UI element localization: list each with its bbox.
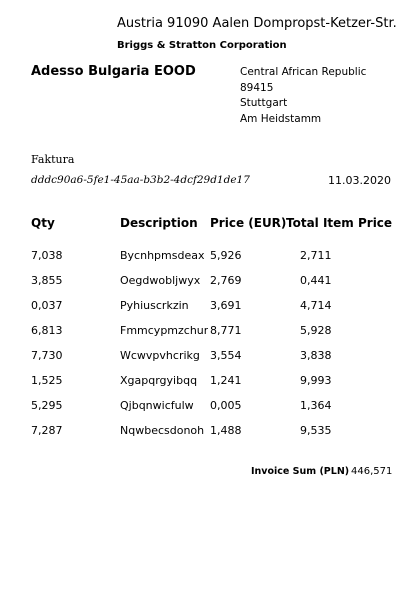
row-description: Oegdwobljwyx xyxy=(120,274,201,287)
row-price: 2,769 xyxy=(210,274,242,287)
row-qty: 7,730 xyxy=(31,349,63,362)
row-total: 2,711 xyxy=(300,249,332,262)
row-description: Wcwvpvhcrikg xyxy=(120,349,200,362)
row-qty: 6,813 xyxy=(31,324,63,337)
row-price: 3,691 xyxy=(210,299,242,312)
table-row: 5,295 Qjbqnwicfulw 0,005 1,364 xyxy=(0,399,420,419)
header-price: Price (EUR) xyxy=(210,216,287,230)
table-row: 1,525 Xgapqrgyibqq 1,241 9,993 xyxy=(0,374,420,394)
recipient-country: Central African Republic xyxy=(240,66,367,78)
row-total: 1,364 xyxy=(300,399,332,412)
recipient-postal-code: 89415 xyxy=(240,81,274,94)
sender-company: Briggs & Stratton Corporation xyxy=(117,40,287,51)
row-qty: 0,037 xyxy=(31,299,63,312)
header-qty: Qty xyxy=(31,216,55,230)
row-description: Pyhiuscrkzin xyxy=(120,299,189,312)
row-price: 5,926 xyxy=(210,249,242,262)
row-description: Bycnhpmsdeax xyxy=(120,249,205,262)
row-qty: 7,287 xyxy=(31,424,63,437)
table-row: 3,855 Oegdwobljwyx 2,769 0,441 xyxy=(0,274,420,294)
table-row: 7,287 Nqwbecsdonoh 1,488 9,535 xyxy=(0,424,420,444)
row-total: 4,714 xyxy=(300,299,332,312)
row-total: 3,838 xyxy=(300,349,332,362)
recipient-city: Stuttgart xyxy=(240,97,288,109)
row-description: Qjbqnwicfulw xyxy=(120,399,194,412)
table-row: 7,730 Wcwvpvhcrikg 3,554 3,838 xyxy=(0,349,420,369)
header-total: Total Item Price xyxy=(286,216,393,230)
recipient-name: Adesso Bulgaria EOOD xyxy=(31,64,196,79)
row-price: 3,554 xyxy=(210,349,242,362)
row-qty: 3,855 xyxy=(31,274,63,287)
row-description: Xgapqrgyibqq xyxy=(120,374,198,387)
row-qty: 1,525 xyxy=(31,374,63,387)
invoice-sum-label: Invoice Sum (PLN) xyxy=(251,466,350,477)
header-description: Description xyxy=(120,216,198,230)
row-total: 5,928 xyxy=(300,324,332,337)
row-total: 9,535 xyxy=(300,424,332,437)
document-type: Faktura xyxy=(31,153,75,166)
document-id: dddc90a6-5fe1-45aa-b3b2-4dcf29d1de17 xyxy=(31,174,250,186)
row-price: 1,488 xyxy=(210,424,242,437)
row-price: 1,241 xyxy=(210,374,242,387)
row-total: 9,993 xyxy=(300,374,332,387)
table-row: 7,038 Bycnhpmsdeax 5,926 2,711 xyxy=(0,249,420,269)
row-description: Nqwbecsdonoh xyxy=(120,424,205,437)
recipient-street: Am Heidstamm xyxy=(240,112,322,125)
recipient-address-block: Central African Republic 89415 Stuttgart… xyxy=(240,65,366,127)
table-row: 0,037 Pyhiuscrkzin 3,691 4,714 xyxy=(0,299,420,319)
row-price: 8,771 xyxy=(210,324,242,337)
row-qty: 5,295 xyxy=(31,399,63,412)
row-price: 0,005 xyxy=(210,399,242,412)
row-description: Fmmcypmzchur xyxy=(120,324,208,337)
sender-address: Austria 91090 Aalen Dompropst-Ketzer-Str… xyxy=(117,16,397,31)
table-row: 6,813 Fmmcypmzchur 8,771 5,928 xyxy=(0,324,420,344)
row-qty: 7,038 xyxy=(31,249,63,262)
row-total: 0,441 xyxy=(300,274,332,287)
document-date: 11.03.2020 xyxy=(328,174,391,187)
invoice-sum-value: 446,571 xyxy=(351,466,393,477)
